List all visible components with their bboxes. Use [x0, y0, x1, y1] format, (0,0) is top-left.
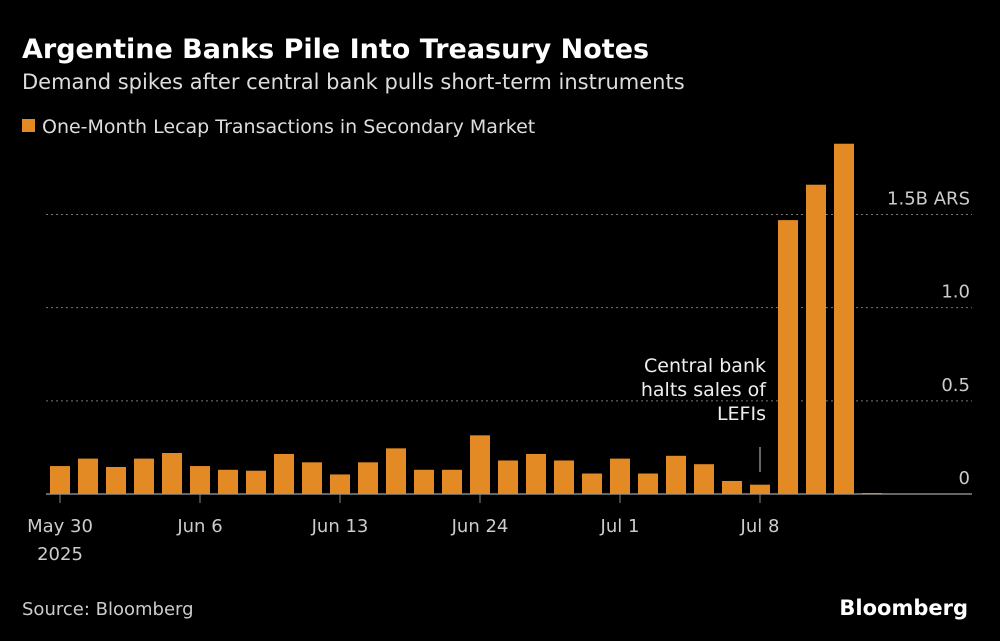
bar [274, 453, 294, 494]
bar [554, 460, 574, 494]
source: Source: Bloomberg [22, 599, 194, 620]
chart-title: Argentine Banks Pile Into Treasury Notes [22, 34, 649, 65]
chart-subtitle: Demand spikes after central bank pulls s… [22, 70, 685, 94]
bar [302, 462, 322, 494]
bar [358, 462, 378, 494]
bar [162, 453, 182, 494]
legend-swatch [22, 119, 35, 132]
bar [638, 473, 658, 494]
x-tick-label: Jul 8 [740, 516, 780, 537]
bar [78, 458, 98, 494]
bar [330, 474, 350, 494]
bar [862, 493, 882, 495]
bar [134, 458, 154, 494]
bar [50, 466, 70, 494]
y-tick-label: 1.5B ARS [887, 189, 970, 210]
y-tick-label: 0 [959, 468, 970, 489]
bar [218, 469, 238, 494]
bar [414, 469, 434, 494]
bar [666, 455, 686, 494]
bar [694, 464, 714, 494]
x-tick-label: May 30 2025 [27, 516, 93, 565]
brand-logo: Bloomberg [839, 596, 968, 620]
x-tick-label: Jun 24 [451, 516, 509, 537]
bar [778, 220, 798, 494]
legend-label: One-Month Lecap Transactions in Secondar… [42, 116, 535, 138]
x-tick-label: Jun 13 [311, 516, 369, 537]
bar [582, 473, 602, 494]
y-tick-label: 1.0 [941, 282, 970, 303]
bar [834, 143, 854, 494]
annotation: halts sales of [641, 379, 767, 401]
x-tick-label: Jul 1 [600, 516, 640, 537]
bar [498, 460, 518, 494]
bar [722, 480, 742, 494]
annotation: LEFIs [717, 403, 766, 425]
bar [750, 484, 770, 494]
bar [610, 458, 630, 494]
bar [442, 469, 462, 494]
bar [526, 453, 546, 494]
annotation: Central bank [644, 355, 766, 377]
bar [106, 466, 126, 494]
bar [386, 448, 406, 494]
bar [806, 184, 826, 494]
bar [470, 435, 490, 494]
y-tick-label: 0.5 [941, 375, 970, 396]
bar [246, 470, 266, 494]
x-tick-label: Jun 6 [176, 516, 222, 537]
bar [190, 466, 210, 494]
